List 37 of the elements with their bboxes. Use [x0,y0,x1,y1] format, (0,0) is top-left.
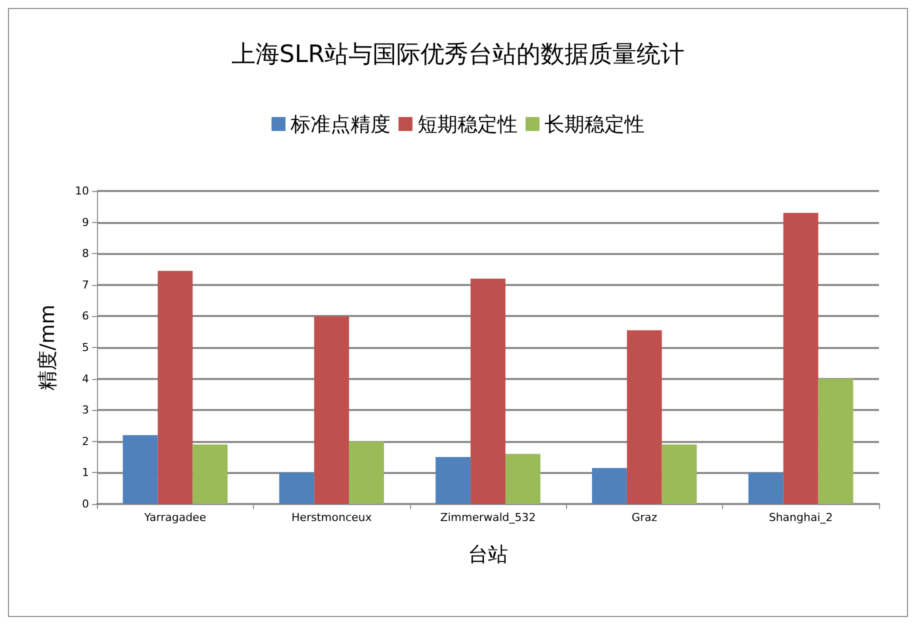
bar [122,435,158,504]
bar [748,472,784,504]
y-tick-label: 8 [82,247,89,260]
y-tick-label: 9 [82,216,89,229]
legend-label: 短期稳定性 [418,112,518,136]
x-tick-label: Zimmerwald_532 [440,511,536,524]
x-tick-label: Yarragadee [143,511,206,524]
y-tick-label: 5 [82,341,89,354]
bar [279,472,314,504]
bar [505,454,540,504]
x-tick-label: Graz [632,511,658,524]
chart-title: 上海SLR站与国际优秀台站的数据质量统计 [231,40,685,68]
x-tick-label: Shanghai_2 [768,511,833,524]
bar [783,212,818,504]
y-tick-label: 7 [82,278,89,292]
bar [158,270,193,504]
bar [662,444,697,504]
y-tick-label: 2 [82,434,89,448]
y-tick-label: 6 [82,310,89,323]
bar [470,278,506,504]
bar [349,441,384,504]
y-tick-label: 4 [82,372,89,386]
y-tick-label: 0 [82,498,89,510]
bar [192,444,228,504]
legend-label: 标准点精度 [290,112,390,136]
y-tick-label: 1 [82,466,89,480]
bar [436,457,471,504]
bar [314,316,350,504]
y-tick-label: 10 [75,184,89,198]
y-tick-label: 3 [82,404,89,417]
bar [626,330,662,504]
bar [592,468,627,504]
x-axis-title: 台站 [468,542,508,566]
y-axis-title: 精度/mm [35,304,59,390]
x-tick-label: Herstmonceux [291,511,372,524]
bar [818,378,854,504]
legend-label: 长期稳定性 [544,112,644,136]
